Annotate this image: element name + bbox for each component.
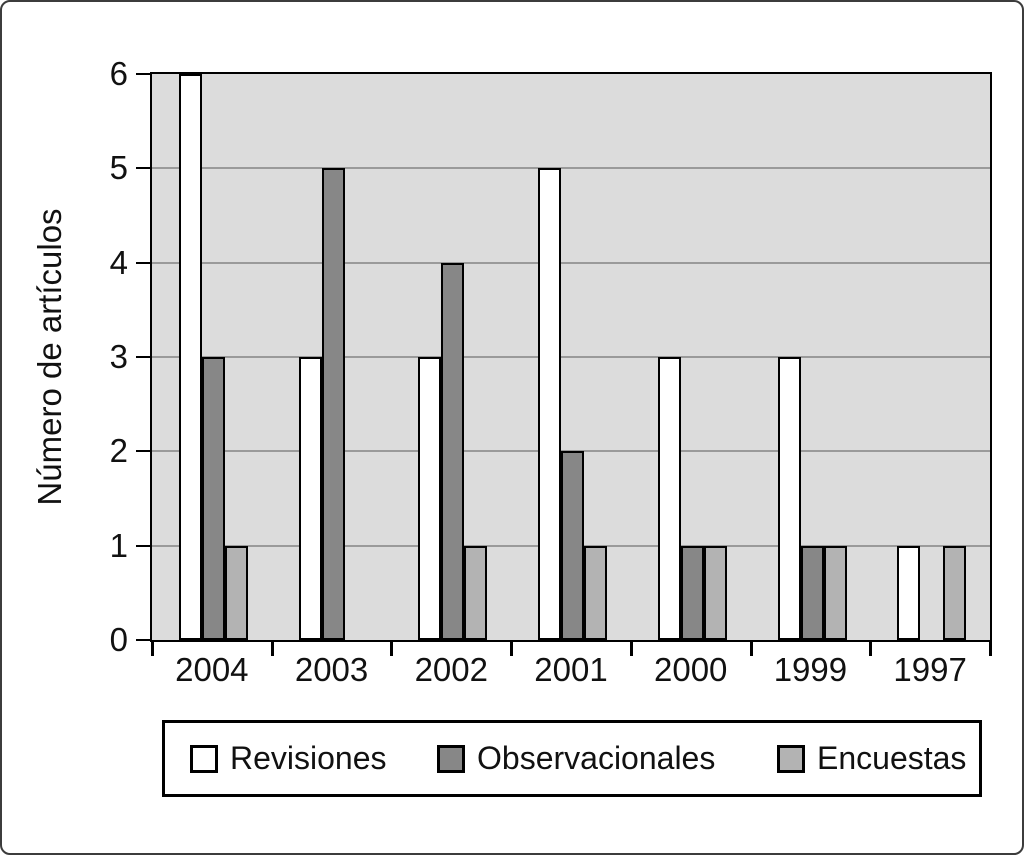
bar-revisiones-2002 xyxy=(418,357,442,640)
legend-swatch-encuestas xyxy=(777,744,805,773)
x-tick-3 xyxy=(510,642,514,656)
y-tick-label-0: 0 xyxy=(109,621,128,658)
x-tick-0 xyxy=(151,642,154,656)
y-tick-label-1: 1 xyxy=(109,526,128,564)
bar-encuestas-2001 xyxy=(584,545,608,640)
y-tick-4 xyxy=(136,261,150,264)
x-tick-label-2000: 2000 xyxy=(653,651,728,688)
x-tick-5 xyxy=(749,642,753,656)
bar-encuestas-2004 xyxy=(225,545,248,640)
bar-observacionales-2003 xyxy=(321,168,345,640)
y-tick-5 xyxy=(136,167,150,170)
x-tick-7 xyxy=(989,642,992,656)
y-tick-label-2: 2 xyxy=(109,432,128,470)
y-tick-0 xyxy=(136,639,150,641)
bar-observacionales-2000 xyxy=(680,545,704,640)
x-tick-label-2004: 2004 xyxy=(175,651,249,688)
x-tick-label-2001: 2001 xyxy=(534,651,608,688)
legend: Revisiones Observacionales Encuestas xyxy=(162,720,982,797)
bar-observacionales-2002 xyxy=(441,262,465,640)
legend-label-revisiones: Revisiones xyxy=(230,740,387,776)
bar-encuestas-1999 xyxy=(823,545,847,640)
x-tick-label-2003: 2003 xyxy=(294,651,369,688)
y-tick-3 xyxy=(136,356,150,358)
bar-observacionales-1999 xyxy=(800,545,824,640)
y-tick-label-3: 3 xyxy=(109,338,128,375)
legend-entry-encuestas: Encuestas xyxy=(777,723,966,794)
legend-label-observacionales: Observacionales xyxy=(477,740,716,776)
gridline-3 xyxy=(152,356,990,358)
bar-encuestas-2000 xyxy=(703,545,727,640)
legend-entry-observacionales: Observacionales xyxy=(437,723,715,794)
y-tick-1 xyxy=(136,544,150,547)
bar-revisiones-1997 xyxy=(897,545,921,640)
y-tick-label-5: 5 xyxy=(109,149,128,187)
bar-observacionales-2004 xyxy=(202,357,225,640)
x-tick-6 xyxy=(869,642,873,656)
x-tick-label-2002: 2002 xyxy=(414,651,488,688)
bar-revisiones-2004 xyxy=(179,74,202,640)
bar-revisiones-2003 xyxy=(298,357,322,640)
gridline-5 xyxy=(152,167,990,170)
x-tick-label-1999: 1999 xyxy=(773,651,848,688)
y-axis-title: Número de artículos xyxy=(31,208,68,506)
bar-revisiones-1999 xyxy=(777,357,801,640)
y-tick-label-6: 6 xyxy=(109,55,128,92)
legend-entry-revisiones: Revisiones xyxy=(190,723,387,794)
bar-revisiones-2000 xyxy=(657,357,681,640)
bar-observacionales-2001 xyxy=(561,451,585,640)
x-tick-label-1997: 1997 xyxy=(893,651,967,688)
y-tick-2 xyxy=(136,450,150,453)
legend-label-encuestas: Encuestas xyxy=(817,740,967,776)
plot-area xyxy=(150,72,992,642)
legend-swatch-revisiones xyxy=(190,744,218,773)
x-tick-2 xyxy=(390,642,394,656)
y-tick-6 xyxy=(136,73,150,75)
y-tick-label-4: 4 xyxy=(109,243,128,281)
gridline-4 xyxy=(152,261,990,264)
legend-swatch-observacionales xyxy=(437,744,465,773)
bar-encuestas-1997 xyxy=(943,545,967,640)
bar-revisiones-2001 xyxy=(538,168,562,640)
bar-encuestas-2002 xyxy=(464,545,488,640)
x-tick-1 xyxy=(270,642,274,656)
x-tick-4 xyxy=(629,642,633,656)
